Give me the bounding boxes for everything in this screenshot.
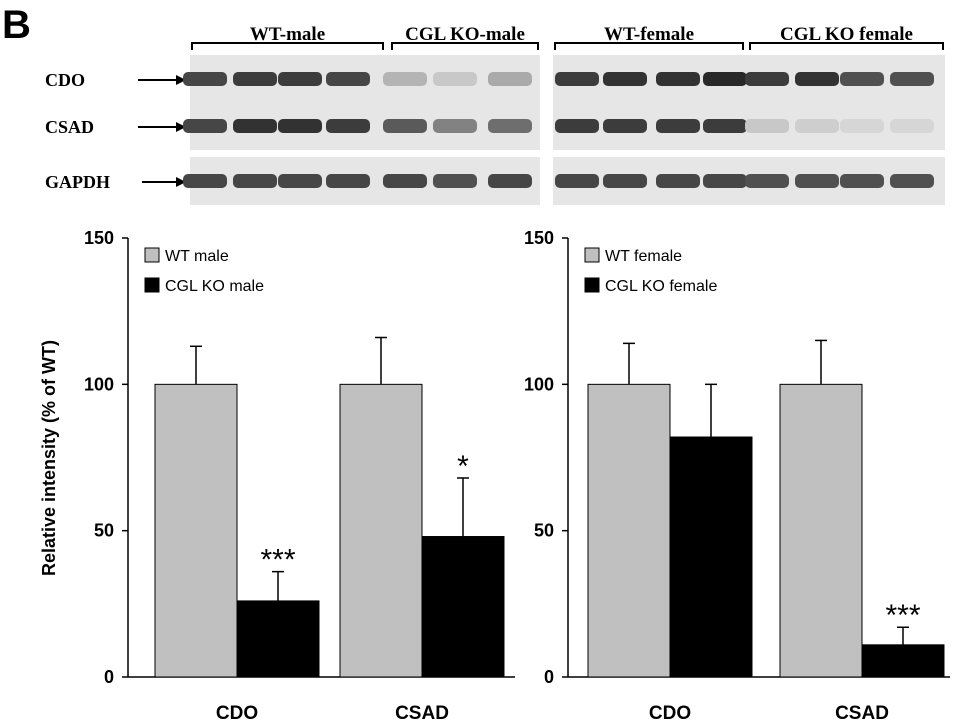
significance-label: *** bbox=[260, 544, 295, 577]
group-bracket bbox=[391, 42, 539, 50]
bar bbox=[669, 436, 753, 678]
blot-band bbox=[656, 72, 700, 86]
arrow-icon bbox=[176, 122, 186, 132]
blot-band bbox=[233, 174, 277, 188]
significance-label: * bbox=[457, 450, 469, 483]
bar bbox=[154, 383, 238, 678]
blot-band bbox=[703, 119, 747, 133]
arrow-icon bbox=[176, 177, 186, 187]
legend-label: CGL KO female bbox=[605, 278, 717, 295]
blot-band bbox=[603, 119, 647, 133]
blot-band bbox=[488, 72, 532, 86]
legend-label: CGL KO male bbox=[165, 278, 264, 295]
blot-band bbox=[890, 72, 934, 86]
blot-band bbox=[555, 174, 599, 188]
blot-band bbox=[433, 72, 477, 86]
blot-band bbox=[233, 72, 277, 86]
protein-label: CSAD bbox=[45, 117, 94, 137]
blot-band bbox=[555, 72, 599, 86]
group-label: WT-male bbox=[250, 24, 325, 45]
blot-band bbox=[745, 174, 789, 188]
blot-band bbox=[383, 119, 427, 133]
x-tick-label: CDO bbox=[216, 703, 258, 720]
blot-band bbox=[488, 119, 532, 133]
blot-band bbox=[745, 72, 789, 86]
blot-band bbox=[326, 174, 370, 188]
protein-label: CDO bbox=[45, 70, 85, 90]
bar bbox=[779, 383, 863, 678]
legend-swatch bbox=[144, 277, 160, 293]
blot-band bbox=[795, 119, 839, 133]
blot-band bbox=[488, 174, 532, 188]
blot-band bbox=[745, 119, 789, 133]
y-tick-label: 150 bbox=[84, 228, 114, 248]
x-tick-label: CDO bbox=[649, 703, 691, 720]
blot-band bbox=[183, 119, 227, 133]
x-tick-label: CSAD bbox=[835, 703, 889, 720]
blot-band bbox=[656, 174, 700, 188]
blot-band bbox=[703, 72, 747, 86]
blot-band bbox=[278, 119, 322, 133]
blot-band bbox=[840, 119, 884, 133]
y-tick-label: 100 bbox=[84, 374, 114, 394]
blot-band bbox=[183, 72, 227, 86]
blot-band bbox=[603, 72, 647, 86]
x-tick-label: CSAD bbox=[395, 703, 449, 720]
blot-band bbox=[840, 174, 884, 188]
group-label: CGL KO female bbox=[780, 24, 913, 45]
blot-band bbox=[555, 119, 599, 133]
blot-band bbox=[433, 174, 477, 188]
legend-swatch bbox=[584, 247, 600, 263]
group-bracket bbox=[191, 42, 384, 50]
blot-band bbox=[326, 72, 370, 86]
y-tick-label: 0 bbox=[544, 667, 554, 687]
y-tick-label: 0 bbox=[104, 667, 114, 687]
bar bbox=[587, 383, 671, 678]
significance-label: *** bbox=[885, 599, 920, 632]
group-label: CGL KO-male bbox=[405, 24, 525, 45]
y-tick-label: 150 bbox=[524, 228, 554, 248]
legend-swatch bbox=[584, 277, 600, 293]
protein-label: GAPDH bbox=[45, 172, 110, 192]
blot-band bbox=[890, 119, 934, 133]
blot-band bbox=[278, 72, 322, 86]
blot-band bbox=[656, 119, 700, 133]
blot-band bbox=[433, 119, 477, 133]
bar bbox=[421, 536, 505, 678]
legend-swatch bbox=[144, 247, 160, 263]
blot-band bbox=[795, 72, 839, 86]
y-axis-label: Relative intensity (% of WT) bbox=[39, 340, 59, 576]
blot-band bbox=[603, 174, 647, 188]
blot-band bbox=[795, 174, 839, 188]
blot-band bbox=[233, 119, 277, 133]
panel-label: B bbox=[2, 3, 31, 47]
y-tick-label: 50 bbox=[534, 521, 554, 541]
group-bracket bbox=[554, 42, 744, 50]
blot-band bbox=[703, 174, 747, 188]
blot-band bbox=[383, 72, 427, 86]
y-tick-label: 50 bbox=[94, 521, 114, 541]
bar-chart-female: 0 50 100 150 CDO *** CSAD WT female CGL KO femal… bbox=[524, 228, 950, 720]
bar-chart-male: 0 50 100 150 *** CDO * CSAD WT male CGL KO male bbox=[84, 228, 515, 720]
bar bbox=[236, 600, 320, 678]
arrow-icon bbox=[176, 75, 186, 85]
blot-band bbox=[890, 174, 934, 188]
legend-label: WT female bbox=[605, 248, 682, 265]
blot-band bbox=[326, 119, 370, 133]
legend-label: WT male bbox=[165, 248, 229, 265]
blot-band bbox=[840, 72, 884, 86]
blot-band bbox=[183, 174, 227, 188]
group-bracket bbox=[749, 42, 944, 50]
western-blot: WT-male CGL KO-male WT-female CGL KO female… bbox=[45, 24, 945, 205]
bar bbox=[339, 383, 423, 678]
bar bbox=[861, 644, 945, 678]
group-label: WT-female bbox=[604, 24, 694, 45]
blot-band bbox=[278, 174, 322, 188]
y-tick-label: 100 bbox=[524, 374, 554, 394]
blot-band bbox=[383, 174, 427, 188]
